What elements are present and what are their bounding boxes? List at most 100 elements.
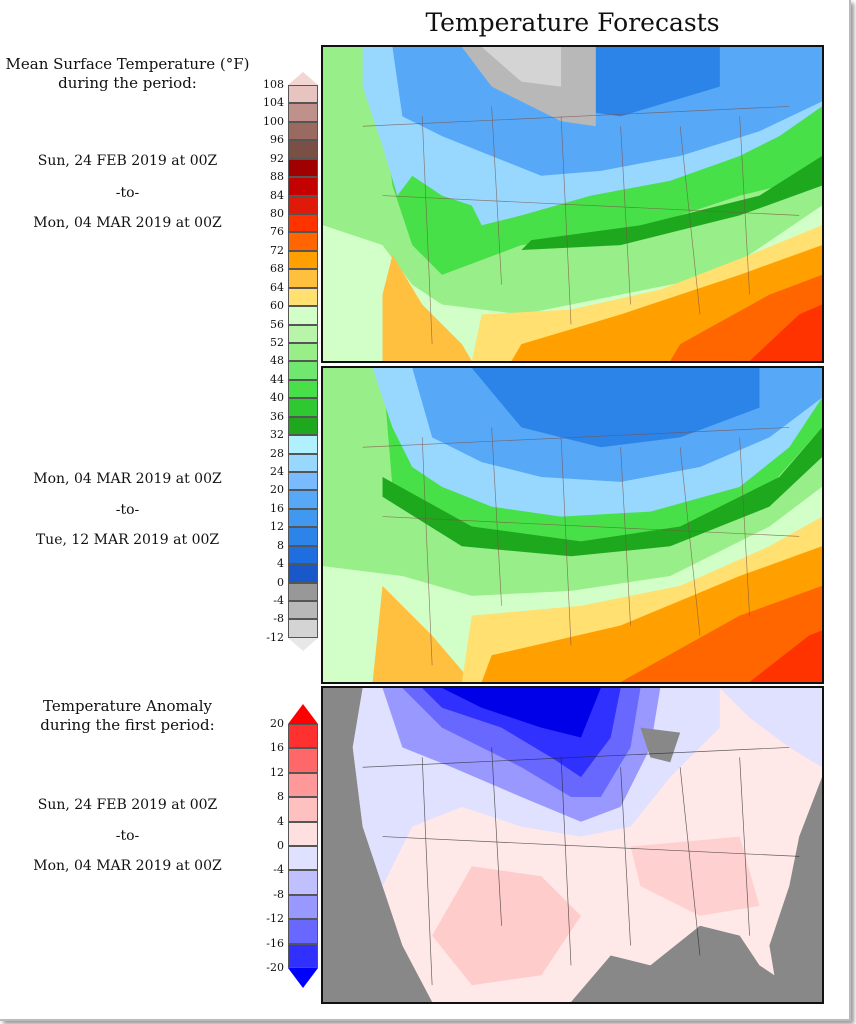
anomaly-period-end: Mon, 04 MAR 2019 at 00Z — [33, 858, 222, 874]
colorbar-tick-label: -20 — [266, 961, 284, 974]
colorbar-tick-label: 72 — [270, 243, 284, 257]
colorbar-tick-label: 68 — [270, 262, 284, 276]
anomaly-legend-heading-1: Temperature Anomaly — [43, 697, 212, 715]
anomaly-colorbar: 20 16 12 8 4 0 -4 -8 -12 -16 -20 — [252, 702, 322, 1002]
colorbar-segment — [288, 379, 318, 399]
colorbar-segment — [288, 140, 318, 159]
colorbar-tick-label: 24 — [270, 465, 284, 479]
colorbar-segment — [288, 453, 318, 473]
colorbar-tick-label: 64 — [270, 280, 284, 294]
colorbar-segment — [288, 490, 318, 509]
colorbar-bottom-arrow — [288, 637, 318, 651]
colorbar-segment — [288, 361, 318, 380]
colorbar-tick-label: 48 — [270, 354, 284, 368]
map-mean-temp-period2 — [321, 366, 824, 684]
colorbar-segment — [288, 870, 318, 895]
colorbar-tick-label: 4 — [277, 557, 284, 571]
colorbar-segment — [288, 748, 318, 773]
colorbar-tick-label: -8 — [273, 887, 284, 901]
colorbar-segment — [288, 232, 318, 251]
colorbar-tick-label: 32 — [270, 428, 284, 442]
colorbar-segment — [288, 724, 318, 749]
anomaly-period-sep: -to- — [115, 828, 140, 844]
colorbar-top-arrow — [288, 704, 318, 724]
colorbar-tick-label: -4 — [273, 594, 284, 608]
mean-legend-heading-1: Mean Surface Temperature (°F) — [5, 55, 250, 73]
colorbar-segment — [288, 435, 318, 454]
colorbar-tick-label: 12 — [270, 520, 284, 534]
colorbar-segment — [288, 472, 318, 491]
colorbar-top-arrow — [288, 72, 318, 85]
colorbar-tick-label: -12 — [266, 630, 284, 644]
colorbar-segment — [288, 564, 318, 583]
colorbar-segment — [288, 601, 318, 620]
colorbar-tick-label: 0 — [277, 839, 284, 852]
period1-start: Sun, 24 FEB 2019 at 00Z — [37, 153, 218, 169]
colorbar-segment — [288, 619, 318, 638]
colorbar-segment — [288, 103, 318, 122]
colorbar-tick-label: 84 — [270, 188, 284, 202]
colorbar-segment — [288, 287, 318, 307]
colorbar-tick-label: 20 — [270, 483, 284, 497]
period2-end: Tue, 12 MAR 2019 at 00Z — [35, 532, 220, 548]
colorbar-segment — [288, 343, 318, 362]
colorbar-tick-label: 0 — [277, 575, 284, 589]
colorbar-segment — [288, 797, 318, 822]
colorbar-tick-label: 16 — [270, 741, 284, 755]
colorbar-tick-label: -8 — [273, 612, 284, 626]
map-mean-temp-period1 — [321, 45, 824, 363]
colorbar-segment — [288, 324, 318, 343]
anomaly-period-start: Sun, 24 FEB 2019 at 00Z — [37, 797, 218, 813]
colorbar-segment — [288, 821, 318, 846]
colorbar-tick-label: 36 — [270, 409, 284, 423]
colorbar-tick-label: 44 — [270, 372, 284, 386]
colorbar-segment — [288, 846, 318, 871]
period2-sep: -to- — [115, 502, 140, 518]
colorbar-tick-label: 28 — [270, 446, 284, 460]
period1-sep: -to- — [115, 185, 140, 201]
colorbar-tick-label: 52 — [270, 336, 284, 350]
colorbar-segment — [288, 943, 318, 968]
colorbar-tick-label: 12 — [270, 765, 284, 779]
colorbar-tick-label: 104 — [263, 96, 284, 110]
colorbar-segment — [288, 214, 318, 233]
colorbar-tick-label: 92 — [270, 151, 284, 165]
colorbar-segment — [288, 508, 318, 528]
colorbar-bottom-arrow — [288, 968, 318, 988]
colorbar-tick-label: 40 — [270, 391, 284, 405]
colorbar-segment — [288, 582, 318, 602]
mean-temperature-colorbar: 108 104 100 96 92 88 84 80 76 72 68 64 60 56 52 48 44 40 3… — [252, 72, 322, 662]
colorbar-tick-label: 16 — [270, 501, 284, 515]
colorbar-segment — [288, 177, 318, 196]
colorbar-segment — [288, 250, 318, 270]
colorbar-segment — [288, 85, 318, 104]
anomaly-legend-heading-2: during the first period: — [40, 716, 215, 734]
colorbar-segment — [288, 527, 318, 546]
colorbar-segment — [288, 894, 318, 920]
colorbar-tick-label: -12 — [266, 912, 284, 926]
colorbar-tick-label: 4 — [277, 814, 284, 828]
colorbar-tick-label: 20 — [270, 717, 284, 730]
colorbar-segment — [288, 416, 318, 436]
colorbar-tick-label: 8 — [277, 790, 284, 804]
colorbar-segment — [288, 158, 318, 178]
colorbar-segment — [288, 195, 318, 214]
colorbar-tick-label: 8 — [277, 538, 284, 552]
colorbar-tick-label: 80 — [270, 207, 284, 220]
colorbar-segment — [288, 121, 318, 141]
period2-start: Mon, 04 MAR 2019 at 00Z — [33, 471, 222, 487]
colorbar-segment — [288, 772, 318, 798]
colorbar-tick-label: 88 — [270, 170, 284, 184]
colorbar-segment — [288, 919, 318, 944]
period1-end: Mon, 04 MAR 2019 at 00Z — [33, 215, 222, 231]
colorbar-tick-label: 96 — [270, 133, 284, 147]
mean-legend-heading-2: during the period: — [58, 74, 197, 92]
map-temperature-anomaly — [321, 686, 824, 1004]
colorbar-segment — [288, 398, 318, 417]
colorbar-tick-label: 108 — [263, 78, 284, 91]
colorbar-segment — [288, 269, 318, 288]
colorbar-segment — [288, 545, 318, 565]
colorbar-tick-label: -16 — [266, 936, 284, 950]
colorbar-segment — [288, 306, 318, 325]
